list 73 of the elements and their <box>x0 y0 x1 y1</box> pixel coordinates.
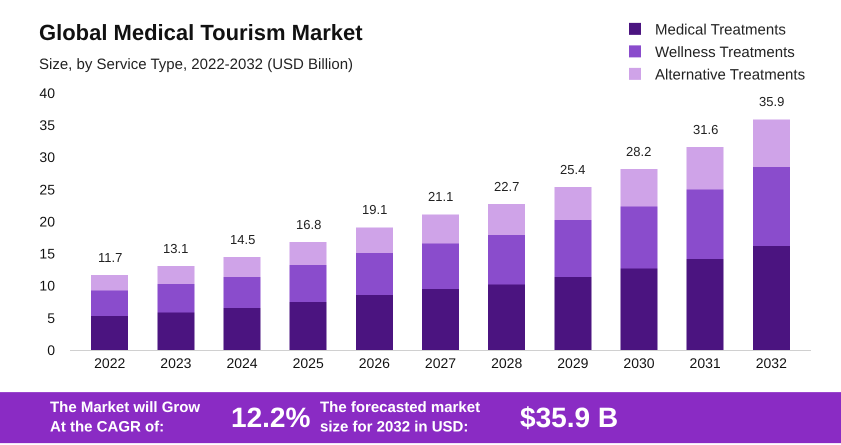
text: 12.2% <box>231 402 310 433</box>
legend-label: Wellness Treatments <box>655 44 795 62</box>
bar <box>752 246 790 350</box>
chart-subtitle: Size, by Service Type, 2022-2032 (USD Billion) <box>39 56 354 73</box>
total-label: 21.1 <box>428 189 454 204</box>
bar <box>752 166 790 246</box>
x-tick-label: 2029 <box>557 354 589 371</box>
total-label: 35.9 <box>759 94 784 109</box>
legend-label: Alternative Treatments <box>655 66 806 84</box>
y-tick-label: 20 <box>39 213 56 230</box>
bar <box>752 119 790 167</box>
x-tick-label: 2032 <box>756 354 788 371</box>
legend-label: Medical Treatments <box>655 22 786 39</box>
bar <box>554 220 592 277</box>
y-tick-label: 10 <box>39 278 56 294</box>
bar <box>620 268 658 350</box>
bar <box>488 234 526 284</box>
y-tick-label: 5 <box>47 310 56 326</box>
y-tick-label: 30 <box>39 149 56 166</box>
bar <box>488 204 526 235</box>
x-tick-label: 2025 <box>292 354 324 371</box>
bar <box>422 243 460 289</box>
total-label: 25.4 <box>560 162 586 177</box>
bar <box>157 312 194 350</box>
bar <box>356 252 393 295</box>
bar <box>223 256 261 277</box>
text: $35.9 B <box>520 402 618 433</box>
total-label: 14.5 <box>230 232 256 247</box>
bar <box>290 265 327 302</box>
chart-title: Global Medical Tourism Market <box>39 20 364 45</box>
text: The forecasted market size for 2032 in USD: <box>320 399 480 436</box>
total-label: 11.7 <box>98 250 122 265</box>
bar <box>488 284 526 350</box>
bar <box>422 288 460 350</box>
bar <box>686 189 724 259</box>
bar <box>356 227 393 253</box>
bar <box>554 186 592 220</box>
x-tick-label: 2031 <box>690 354 721 371</box>
bar <box>91 274 128 290</box>
total-label: 19.1 <box>362 202 388 217</box>
total-label: 13.1 <box>163 241 188 256</box>
bar <box>422 214 460 244</box>
y-tick-label: 15 <box>39 246 56 262</box>
x-tick-label: 2023 <box>160 354 192 371</box>
x-tick-label: 2027 <box>424 354 456 371</box>
x-tick-label: 2026 <box>358 354 390 371</box>
bar <box>223 276 261 308</box>
bar <box>620 168 658 207</box>
bar <box>290 242 327 266</box>
bar <box>686 146 724 190</box>
total-label: 22.7 <box>494 179 520 194</box>
y-tick-label: 40 <box>39 84 56 101</box>
bar <box>686 258 724 350</box>
y-tick-label: 35 <box>39 117 56 134</box>
bar <box>157 266 194 284</box>
bar <box>91 316 128 350</box>
y-tick-label: 25 <box>39 181 56 198</box>
x-tick-label: 2024 <box>226 354 258 371</box>
x-tick-label: 2028 <box>491 354 522 371</box>
bar <box>554 276 592 350</box>
total-label: 31.6 <box>693 122 718 137</box>
x-tick-label: 2030 <box>623 354 655 371</box>
bar <box>157 284 194 313</box>
bar <box>91 290 128 316</box>
x-tick-label: 2022 <box>94 354 126 371</box>
bar <box>620 206 658 268</box>
bar <box>223 308 261 350</box>
y-tick-label: 0 <box>47 342 56 358</box>
total-label: 28.2 <box>626 144 652 159</box>
bar <box>356 294 393 350</box>
bar <box>290 302 327 350</box>
total-label: 16.8 <box>296 217 322 232</box>
text: The Market will Grow At the CAGR of: <box>50 399 200 436</box>
